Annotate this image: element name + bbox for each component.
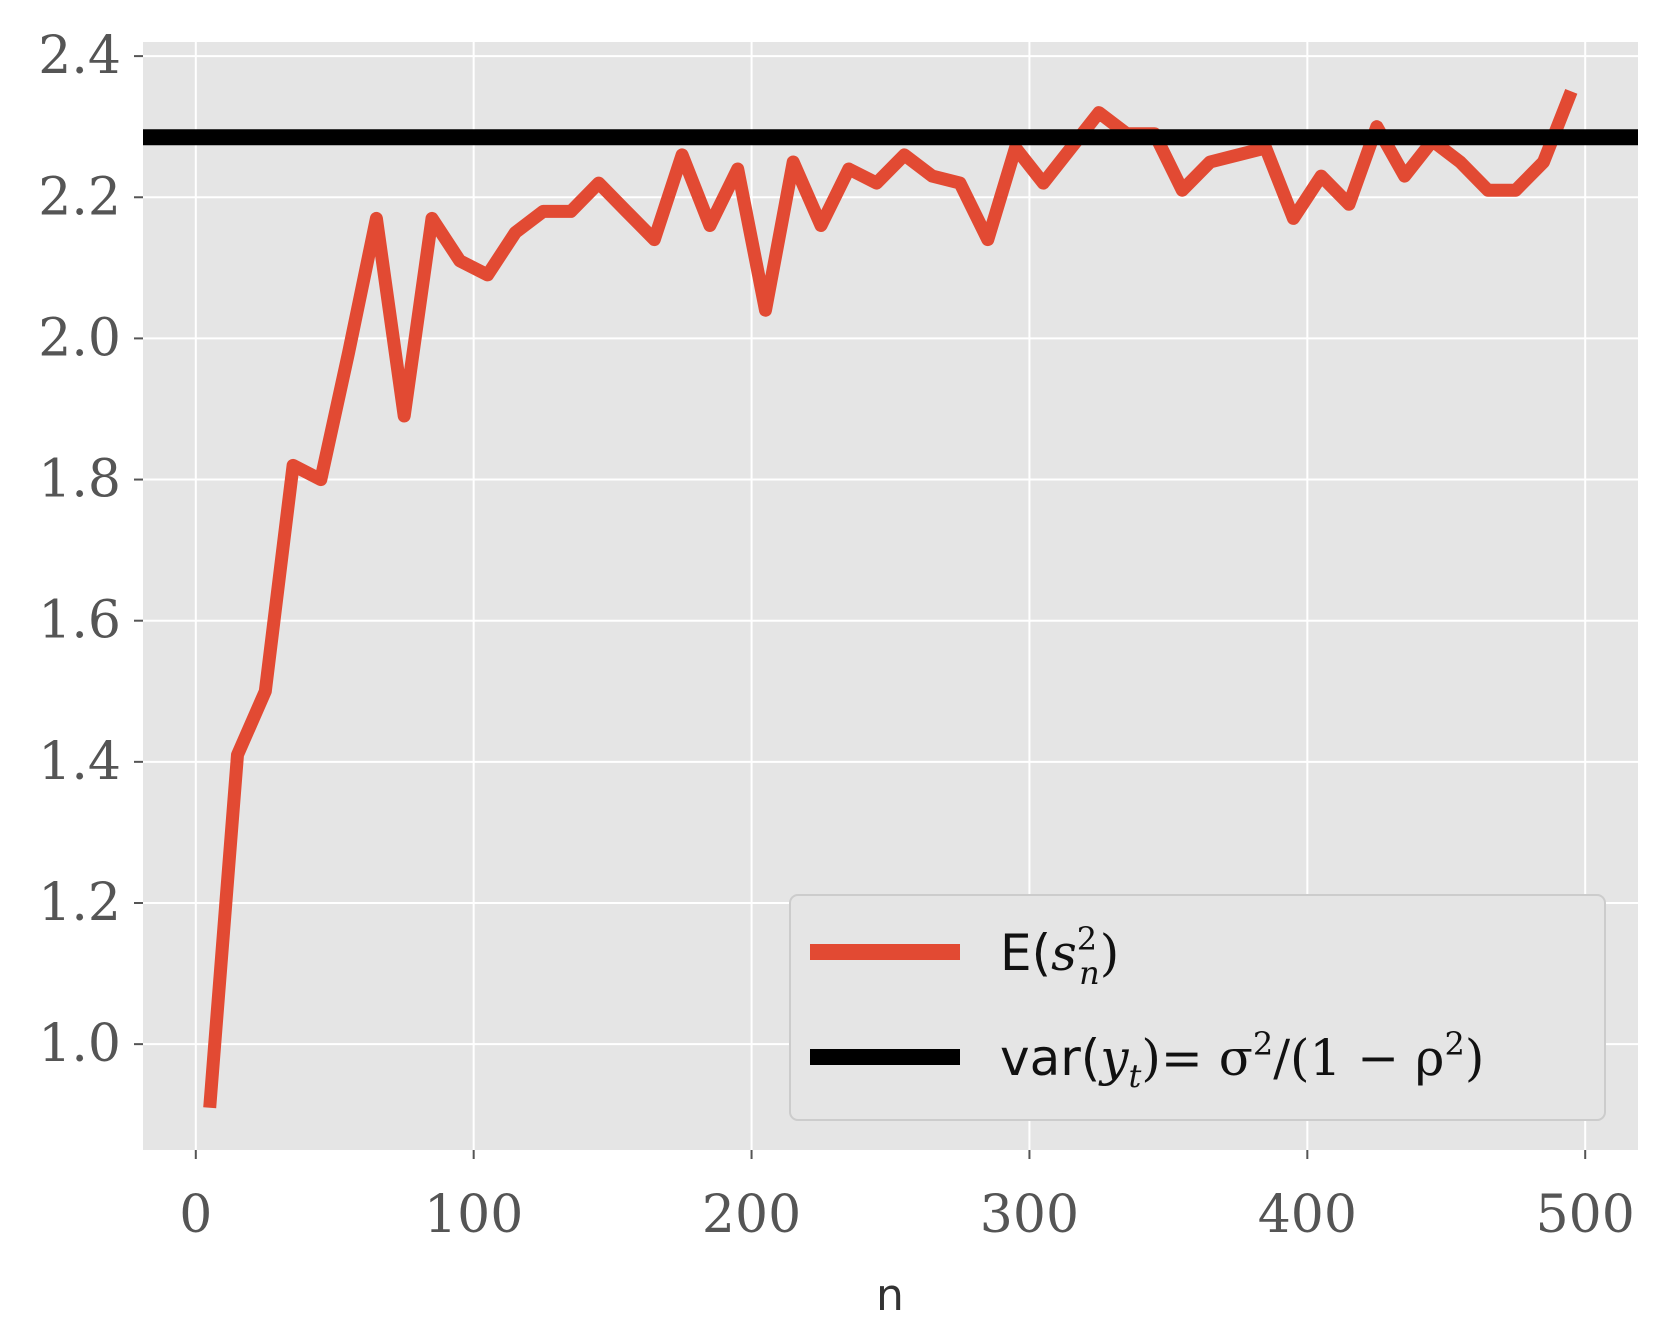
legend-box	[789, 894, 1606, 1121]
legend-label-variance: var(yt)= σ2/(1 − ρ2)	[1000, 1025, 1484, 1095]
y-tick-label: 1.0	[38, 1014, 121, 1074]
y-tick-label: 1.6	[38, 591, 121, 651]
y-tick-label: 1.4	[38, 732, 121, 792]
x-tick-label: 500	[1536, 1185, 1635, 1245]
y-tick-label: 2.4	[38, 26, 121, 86]
x-tick-label: 200	[702, 1185, 801, 1245]
series-line-expected-s2	[203, 89, 1578, 1109]
legend: E(s2 n) var(yt)= σ2/(1 − ρ2)	[789, 894, 1606, 1121]
x-tick-label: 300	[980, 1185, 1079, 1245]
y-tick-label: 2.0	[38, 308, 121, 368]
y-tick-label: 1.2	[38, 873, 121, 933]
y-tick-label: 2.2	[38, 167, 121, 227]
axis-ticks	[134, 55, 1587, 1159]
data-series	[143, 89, 1638, 1109]
y-tick-labels: 1.0 1.2 1.4 1.6 1.8 2.0 2.2 2.4	[38, 26, 121, 1074]
y-tick-label: 1.8	[38, 450, 121, 510]
x-tick-labels: 0 100 200 300 400 500	[179, 1185, 1635, 1245]
legend-label-expected-s2: E(s2 n)	[1000, 920, 1119, 992]
x-tick-label: 100	[424, 1185, 523, 1245]
x-tick-label: 400	[1258, 1185, 1357, 1245]
x-tick-label: 0	[179, 1185, 212, 1245]
x-axis-label: n	[876, 1270, 904, 1321]
